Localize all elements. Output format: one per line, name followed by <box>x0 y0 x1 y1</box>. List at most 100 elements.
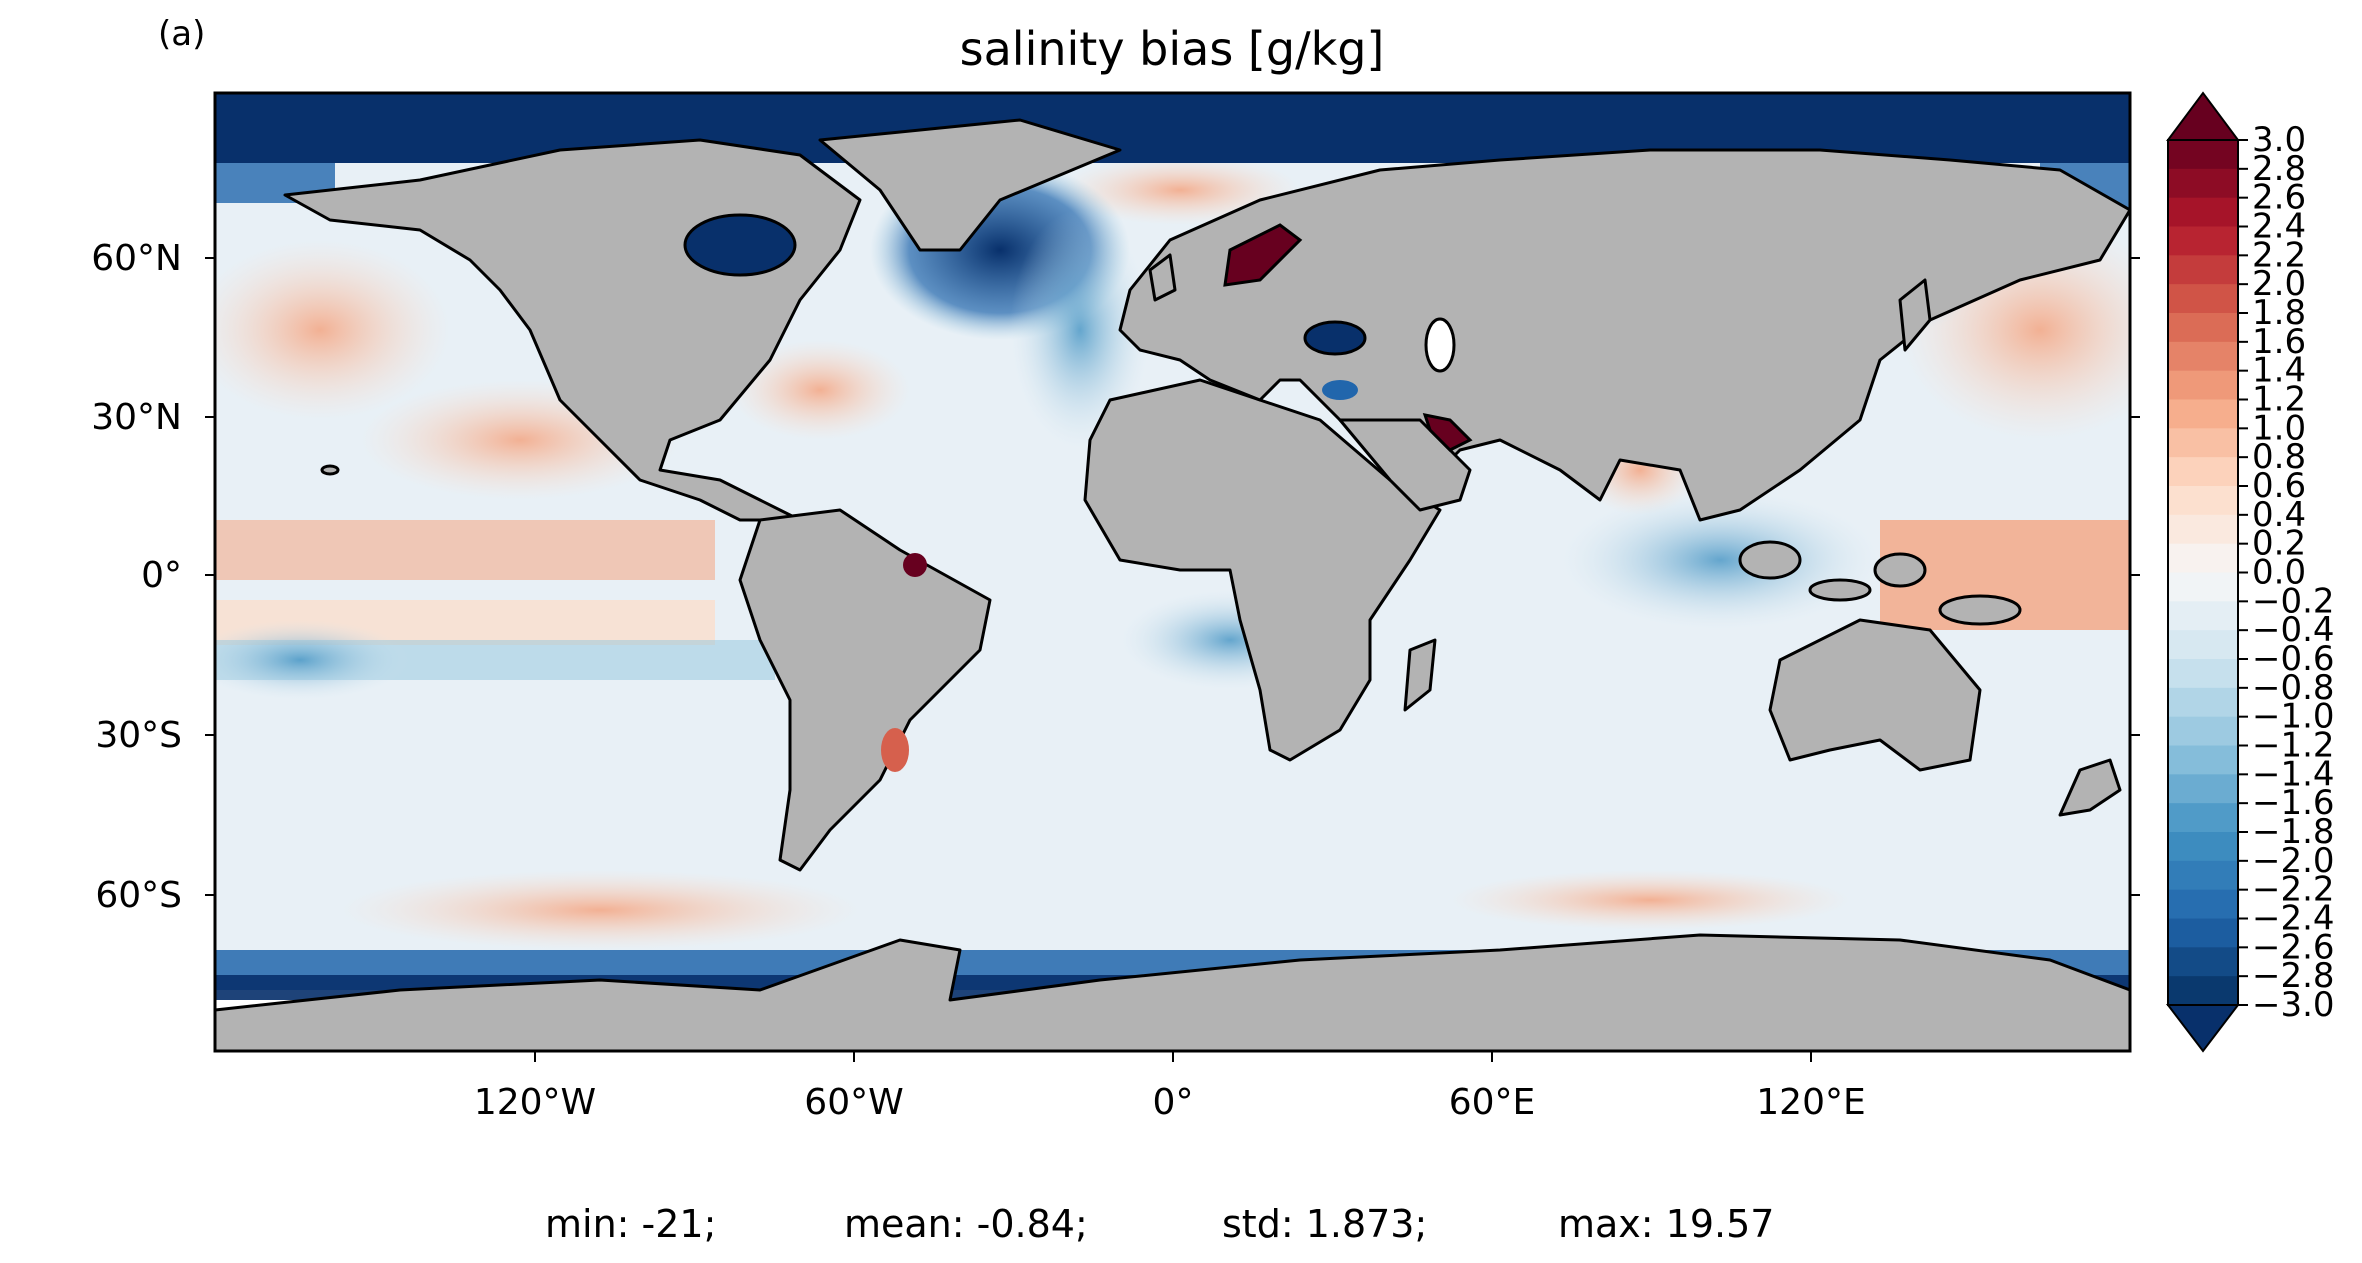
colorbar-tick-label: −1.4 <box>2252 754 2335 794</box>
colorbar-tick-label: 0.8 <box>2252 437 2306 477</box>
colorbar-tick-label: 1.0 <box>2252 408 2306 448</box>
colorbar-tick-label: −0.2 <box>2252 581 2335 621</box>
lon-tick-label: 60°E <box>1449 1082 1536 1123</box>
colorbar-tick-label: 0.0 <box>2252 553 2306 593</box>
colorbar-segment <box>2168 774 2238 804</box>
pacific-equatorial-band <box>215 520 715 580</box>
colorbar-tick-label: 0.2 <box>2252 524 2306 564</box>
colorbar-segment <box>2168 947 2238 977</box>
colorbar-tick-label: −1.8 <box>2252 812 2335 852</box>
lon-tick-label: 0° <box>1153 1082 1194 1123</box>
med-east-blue <box>1322 380 1358 400</box>
colorbar-segment <box>2168 370 2238 401</box>
colorbar-tick-label: 2.6 <box>2252 178 2306 218</box>
colorbar-tick-label: 2.4 <box>2252 207 2306 247</box>
colorbar-ticks: 3.02.82.62.42.22.01.81.61.41.21.00.80.60… <box>2238 120 2335 1025</box>
stat-mean: mean: -0.84; <box>844 1202 1088 1246</box>
longitude-axis: 120°W 60°W 0° 60°E 120°E <box>474 1051 1866 1123</box>
colorbar-tick-label: 1.2 <box>2252 380 2306 420</box>
stat-max: max: 19.57 <box>1558 1202 1774 1246</box>
colorbar-tick-label: −3.0 <box>2252 985 2335 1025</box>
colorbar-tick-label: −0.4 <box>2252 610 2335 650</box>
colorbar-segment <box>2168 226 2238 256</box>
colorbar-segment <box>2168 457 2238 487</box>
gulf-stream-red <box>730 340 910 440</box>
arabia <box>1338 418 1472 512</box>
colorbar-segments <box>2168 140 2238 1006</box>
colorbar-tick-label: 2.2 <box>2252 235 2306 275</box>
colorbar-segment <box>2168 803 2238 833</box>
south-america <box>738 508 992 872</box>
colorbar-segment <box>2168 341 2238 372</box>
hudson-bay <box>683 213 797 277</box>
amazon-outflow <box>903 553 927 577</box>
colorbar-segment <box>2168 543 2238 574</box>
colorbar-tick-label: −2.4 <box>2252 899 2335 939</box>
colorbar-segment <box>2168 601 2238 631</box>
southern-ocean-red-2 <box>1450 870 1850 930</box>
stat-std: std: 1.873; <box>1222 1202 1427 1246</box>
colorbar-segment <box>2168 716 2238 747</box>
panel-label: (a) <box>158 14 205 54</box>
colorbar-segment <box>2168 313 2238 343</box>
colorbar-segment <box>2168 659 2238 689</box>
southern-ocean-red-1 <box>340 870 860 950</box>
caspian-sea <box>1424 317 1456 373</box>
colorbar-segment <box>2168 399 2238 429</box>
colorbar-tick-label: −1.0 <box>2252 697 2335 737</box>
stat-min: min: -21; <box>545 1202 716 1246</box>
colorbar-tick-label: 2.8 <box>2252 149 2306 189</box>
colorbar-tick-label: 1.8 <box>2252 293 2306 333</box>
colorbar-extend-top <box>2166 91 2240 141</box>
colorbar-segment <box>2168 687 2238 718</box>
colorbar-segment <box>2168 514 2238 545</box>
colorbar-segment <box>2168 168 2238 199</box>
lon-tick-label: 120°W <box>474 1082 596 1123</box>
colorbar-tick-label: −2.8 <box>2252 956 2335 996</box>
latitude-axis: 60°N 30°N 0° 30°S 60°S <box>91 238 2140 916</box>
greenland <box>818 118 1122 252</box>
colorbar-tick-label: −2.6 <box>2252 927 2335 967</box>
map-area <box>215 93 2130 1051</box>
map-title: salinity bias [g/kg] <box>960 22 1385 76</box>
colorbar-tick-label: −1.6 <box>2252 783 2335 823</box>
colorbar: 3.02.82.62.42.22.01.81.61.41.21.00.80.60… <box>2165 91 2335 1053</box>
colorbar-segment <box>2168 284 2238 314</box>
colorbar-tick-label: 3.0 <box>2252 120 2306 160</box>
lat-tick-label: 30°S <box>95 715 182 756</box>
stats-line: min: -21; mean: -0.84; std: 1.873; max: … <box>545 1202 1774 1246</box>
colorbar-segment <box>2168 428 2238 458</box>
north-pacific-red <box>215 240 450 420</box>
colorbar-segment <box>2168 197 2238 228</box>
colorbar-segment <box>2168 486 2238 516</box>
antarctica <box>215 933 2130 1051</box>
rio-plata-outflow <box>881 728 909 772</box>
mid-atlantic-blue <box>1010 210 1150 450</box>
lon-tick-label: 60°W <box>804 1082 903 1123</box>
black-sea <box>1303 320 1367 356</box>
colorbar-segment <box>2168 140 2238 170</box>
colorbar-tick-label: 2.0 <box>2252 264 2306 304</box>
colorbar-segment <box>2168 745 2238 775</box>
colorbar-tick-label: 0.6 <box>2252 466 2306 506</box>
se-pacific-blue <box>215 620 410 700</box>
colorbar-tick-label: 1.6 <box>2252 322 2306 362</box>
colorbar-segment <box>2168 572 2238 602</box>
madagascar <box>1403 638 1437 712</box>
colorbar-segment <box>2168 832 2238 862</box>
colorbar-segment <box>2168 255 2238 285</box>
colorbar-tick-label: −0.8 <box>2252 668 2335 708</box>
lat-tick-label: 60°S <box>95 875 182 916</box>
colorbar-tick-label: 0.4 <box>2252 495 2306 535</box>
lat-tick-label: 30°N <box>91 397 182 438</box>
colorbar-segment <box>2168 918 2238 948</box>
colorbar-segment <box>2168 889 2238 920</box>
colorbar-tick-label: 1.4 <box>2252 351 2306 391</box>
indian-ocean-blue <box>1560 490 1880 630</box>
colorbar-tick-label: −1.2 <box>2252 726 2335 766</box>
lon-tick-label: 120°E <box>1756 1082 1865 1123</box>
colorbar-tick-label: −2.2 <box>2252 870 2335 910</box>
baltic-sea <box>1223 223 1303 287</box>
colorbar-extend-bottom <box>2165 1004 2241 1053</box>
